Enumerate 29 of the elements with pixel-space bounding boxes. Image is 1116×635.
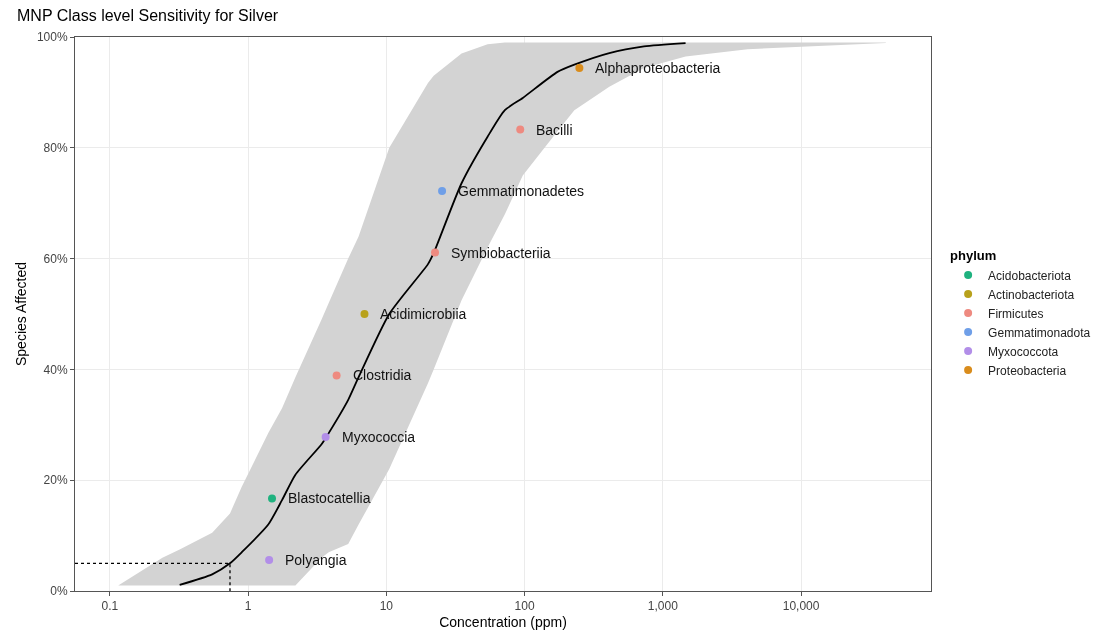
annotation: Symbiobacteriia [451,245,551,261]
legend-label: Gemmatimonadota [988,325,1091,340]
y-tick-label: 60% [43,251,68,266]
y-axis-title: Species Affected [13,261,30,367]
legend-label: Actinobacteriota [988,287,1075,302]
y-tick-label: 100% [36,30,68,45]
x-axis-title: Concentration (ppm) [439,613,567,630]
annotation: Myxococcia [342,429,416,445]
legend-label: Myxococcota [988,344,1059,359]
y-tick-label: 0% [50,584,68,599]
annotation: Polyangia [285,552,347,568]
y-tick-label: 20% [43,473,68,488]
chart-title: MNP Class level Sensitivity for Silver [17,7,279,24]
annotation: Blastocatellia [288,490,371,506]
x-tick-label: 1,000 [647,599,679,614]
legend-label: Acidobacteriota [988,268,1072,283]
legend-title: phylum [950,248,997,264]
annotation: Bacilli [536,122,573,138]
x-tick-label: 10,000 [782,599,820,614]
annotation: Alphaproteobacteria [595,60,721,76]
y-tick-label: 80% [43,141,68,155]
y-tick-label: 40% [43,362,68,377]
x-tick-label: 10 [379,599,394,614]
annotation: Gemmatimonadetes [458,183,585,199]
legend-label: Proteobacteria [988,363,1067,378]
x-tick-label: 100 [514,599,535,614]
legend-label: Firmicutes [988,306,1044,321]
x-tick-label: 1 [244,599,252,614]
x-tick-label: 0.1 [101,599,119,614]
